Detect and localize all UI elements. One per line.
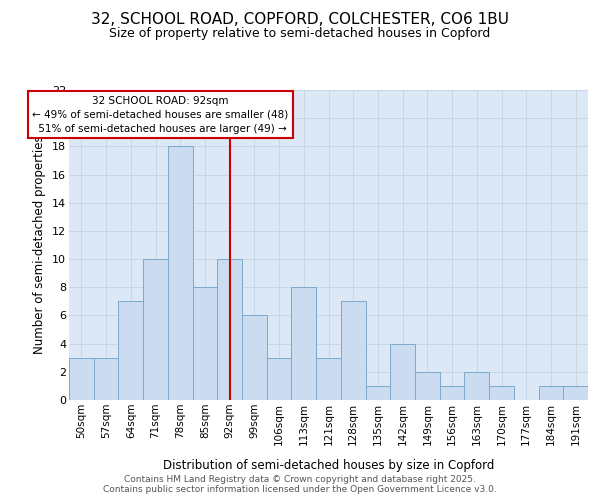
- Bar: [242, 316, 267, 400]
- Text: Distribution of semi-detached houses by size in Copford: Distribution of semi-detached houses by …: [163, 460, 494, 472]
- Bar: [341, 302, 365, 400]
- Bar: [168, 146, 193, 400]
- Bar: [539, 386, 563, 400]
- Bar: [440, 386, 464, 400]
- Bar: [118, 302, 143, 400]
- Bar: [292, 288, 316, 400]
- Bar: [563, 386, 588, 400]
- Bar: [316, 358, 341, 400]
- Text: 32 SCHOOL ROAD: 92sqm
← 49% of semi-detached houses are smaller (48)
 51% of sem: 32 SCHOOL ROAD: 92sqm ← 49% of semi-deta…: [32, 96, 289, 134]
- Bar: [193, 288, 217, 400]
- Bar: [489, 386, 514, 400]
- Text: Contains HM Land Registry data © Crown copyright and database right 2025.
Contai: Contains HM Land Registry data © Crown c…: [103, 474, 497, 494]
- Bar: [365, 386, 390, 400]
- Text: 32, SCHOOL ROAD, COPFORD, COLCHESTER, CO6 1BU: 32, SCHOOL ROAD, COPFORD, COLCHESTER, CO…: [91, 12, 509, 28]
- Bar: [94, 358, 118, 400]
- Bar: [267, 358, 292, 400]
- Text: Size of property relative to semi-detached houses in Copford: Size of property relative to semi-detach…: [109, 28, 491, 40]
- Bar: [217, 259, 242, 400]
- Bar: [415, 372, 440, 400]
- Y-axis label: Number of semi-detached properties: Number of semi-detached properties: [34, 136, 46, 354]
- Bar: [390, 344, 415, 400]
- Bar: [143, 259, 168, 400]
- Bar: [464, 372, 489, 400]
- Bar: [69, 358, 94, 400]
